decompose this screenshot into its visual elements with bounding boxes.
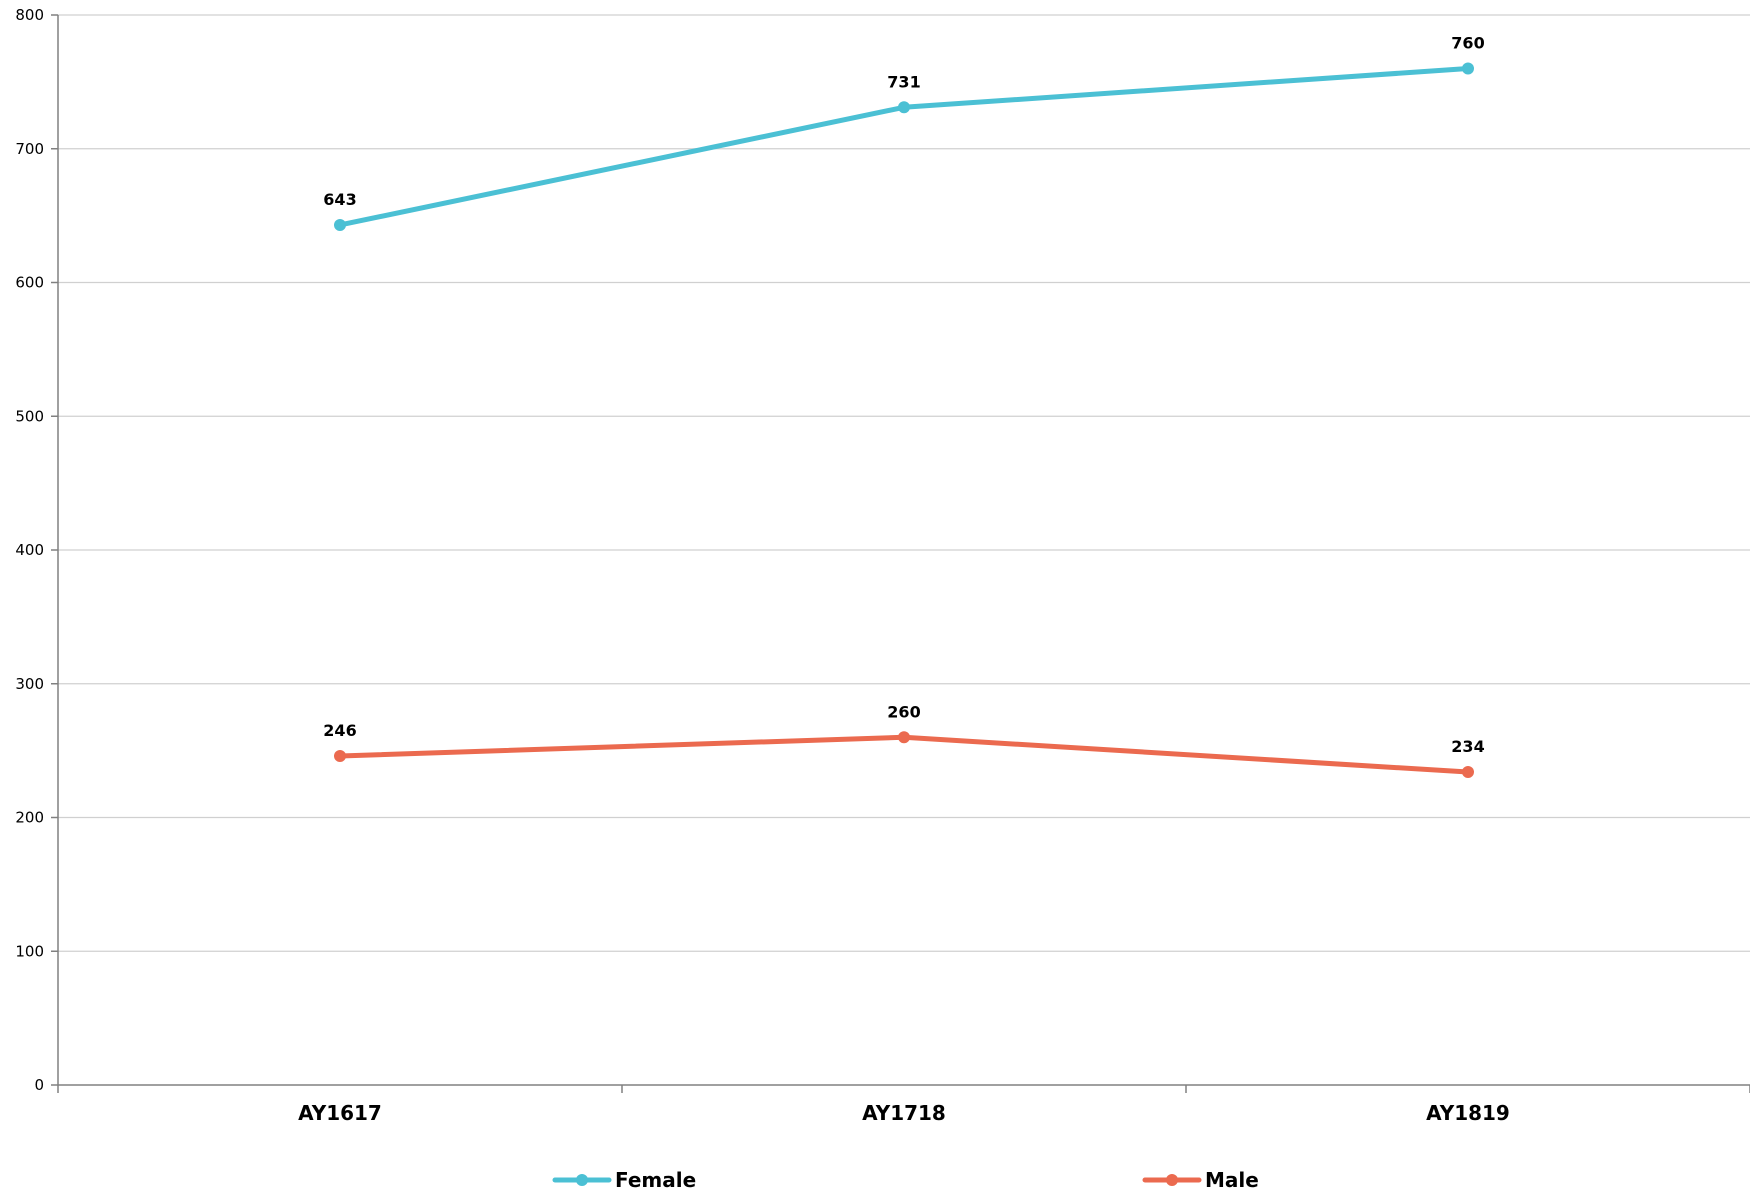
legend-swatch-marker xyxy=(576,1174,588,1186)
y-axis-ticks: 0 100 200 300 400 500 600 700 800 xyxy=(15,6,58,1094)
x-axis-ticks: AY1617 AY1718 AY1819 xyxy=(57,1085,1750,1125)
data-label-male: 234 xyxy=(1451,737,1484,756)
y-tick-label: 600 xyxy=(15,274,44,292)
data-label-male: 260 xyxy=(887,702,920,721)
data-point-male xyxy=(334,749,346,762)
y-tick-label: 500 xyxy=(15,407,44,425)
data-label-female: 643 xyxy=(323,190,356,209)
legend-label-male: Male xyxy=(1205,1168,1259,1192)
x-tick-label: AY1718 xyxy=(862,1101,946,1125)
y-tick-label: 100 xyxy=(15,942,44,960)
y-tick-label: 800 xyxy=(15,6,44,24)
y-tick-label: 0 xyxy=(34,1076,44,1094)
legend-swatch-marker xyxy=(1166,1174,1178,1186)
series-line-female xyxy=(337,66,1471,228)
data-label-female: 731 xyxy=(887,72,920,91)
x-tick-label: AY1617 xyxy=(298,1101,382,1125)
data-labels: 643 731 760 246 260 234 xyxy=(323,34,1484,757)
series-group xyxy=(334,62,1474,779)
data-point-female xyxy=(898,101,910,114)
data-point-male xyxy=(898,731,910,744)
x-tick-label: AY1819 xyxy=(1426,1101,1510,1125)
data-label-female: 760 xyxy=(1451,34,1484,53)
data-point-female xyxy=(1462,62,1474,75)
y-tick-label: 300 xyxy=(15,675,44,693)
legend: Female Male xyxy=(552,1168,1259,1192)
data-point-female xyxy=(334,218,346,231)
data-label-male: 246 xyxy=(323,721,356,740)
data-point-male xyxy=(1462,766,1474,779)
y-tick-label: 700 xyxy=(15,140,44,158)
gridlines xyxy=(58,14,1750,952)
legend-label-female: Female xyxy=(615,1168,696,1192)
y-tick-label: 200 xyxy=(15,809,44,827)
y-tick-label: 400 xyxy=(15,541,44,559)
